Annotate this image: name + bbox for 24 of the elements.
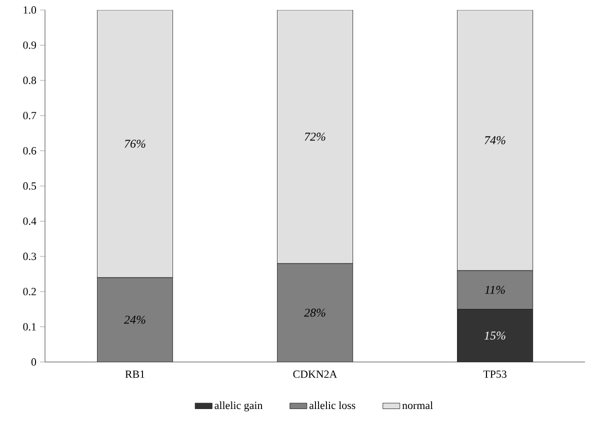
y-tick-label: 0.8 [23,76,36,84]
y-tick-label: 0.1 [23,323,36,331]
data-label: 15% [484,332,506,340]
x-tick-label: TP53 [483,370,506,378]
data-label: 28% [304,308,326,317]
y-tick-label: 0.9 [23,41,36,49]
y-tick-label: 0.5 [23,182,36,190]
y-tick-label: 0.4 [23,217,36,225]
y-tick-label: 0 [31,358,36,366]
legend-label: allelic gain [214,401,263,412]
y-tick-label: 0.6 [23,147,36,155]
data-label: 72% [304,132,326,141]
y-tick-label: 0.2 [23,288,36,296]
data-label: 76% [124,140,146,148]
x-tick-label: RB1 [125,370,144,378]
y-tick-label: 0.3 [23,252,36,260]
data-label: 11% [484,286,505,294]
legend-label: normal [402,401,433,410]
legend-label: allelic loss [309,401,356,410]
y-tick-label: 1.0 [24,6,36,14]
data-label: 24% [124,316,146,324]
y-tick-label: 0.7 [23,112,36,120]
data-label: 74% [484,136,506,144]
x-tick-label: CDKN2A [293,370,338,378]
